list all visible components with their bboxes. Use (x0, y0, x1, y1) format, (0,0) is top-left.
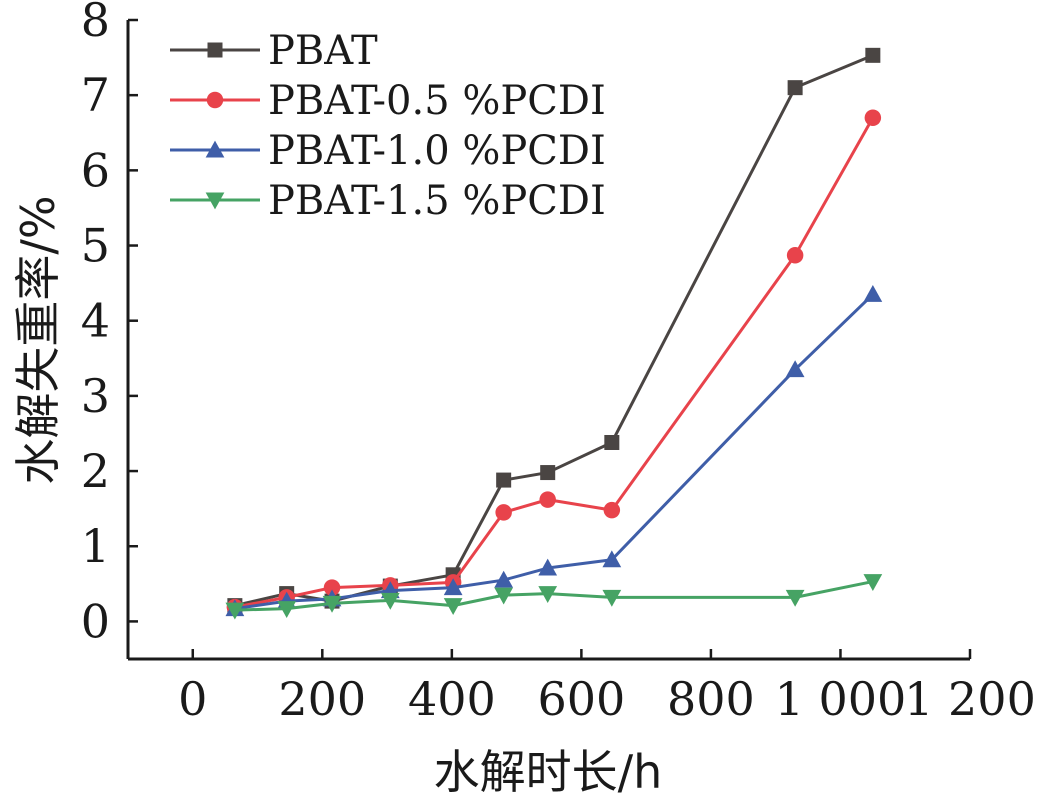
y-tick-label: 4 (81, 294, 110, 348)
data-point (322, 595, 342, 613)
data-point (443, 578, 463, 596)
x-tick-label: 400 (408, 672, 496, 726)
legend-label: PBAT-1.5 %PCDI (268, 178, 606, 224)
data-point (863, 574, 883, 591)
x-tick-label: 0 (178, 672, 207, 726)
x-tick-label: 1 000 (775, 672, 907, 726)
data-point (443, 598, 463, 615)
data-point (603, 501, 621, 519)
data-point (494, 570, 514, 588)
data-point (496, 472, 512, 488)
data-point (785, 360, 805, 378)
data-point (864, 109, 882, 126)
data-point (540, 465, 556, 481)
data-point (865, 47, 881, 63)
x-axis-label: 水解时长/h (434, 745, 663, 799)
y-tick-label: 2 (81, 444, 110, 498)
data-point (604, 434, 620, 450)
data-point (323, 579, 341, 596)
data-point (494, 587, 514, 605)
legend-item: PBAT-1.5 %PCDI (170, 178, 606, 224)
data-point (602, 550, 622, 568)
data-point (380, 592, 400, 610)
series-line (234, 116, 875, 609)
legend-marker (206, 91, 224, 109)
y-tick-label: 6 (81, 143, 110, 197)
legend-marker (205, 192, 225, 210)
legend-item: PBAT (170, 28, 378, 74)
legend-item: PBAT-1.0 %PCDI (170, 128, 606, 174)
data-point (863, 285, 883, 302)
data-point (225, 602, 245, 620)
y-tick-label: 5 (81, 219, 110, 273)
legend-marker (205, 140, 225, 158)
data-point (538, 558, 558, 576)
data-point (786, 247, 804, 264)
y-tick-label: 8 (81, 0, 110, 47)
series-pbat-1-0-pcdi (225, 285, 883, 617)
legend-item: PBAT-0.5 %PCDI (170, 78, 606, 124)
data-point (602, 589, 622, 607)
y-axis-label: 水解失重率/% (11, 195, 65, 484)
legend-marker (207, 42, 223, 58)
data-point (495, 504, 512, 521)
y-tick-label: 1 (81, 519, 110, 573)
data-point (277, 601, 297, 619)
series-line (234, 53, 874, 608)
y-tick-label: 0 (81, 594, 110, 648)
x-tick-label: 200 (278, 672, 366, 726)
data-point (785, 589, 805, 607)
legend-label: PBAT-1.0 %PCDI (268, 128, 606, 174)
x-tick-label: 800 (667, 672, 755, 726)
data-point (539, 491, 556, 508)
data-point (787, 80, 803, 96)
x-tick-label: 600 (537, 672, 625, 726)
y-tick-label: 7 (81, 68, 110, 122)
legend-label: PBAT-0.5 %PCDI (268, 78, 606, 124)
legend-label: PBAT (268, 28, 378, 74)
series-line (234, 293, 874, 611)
series-pbat-1-5-pcdi (225, 574, 883, 620)
x-tick-label: 1 200 (904, 672, 1036, 726)
series-layer (225, 47, 883, 620)
y-tick-label: 3 (81, 369, 110, 423)
data-point (538, 586, 558, 603)
series-line (234, 580, 874, 612)
